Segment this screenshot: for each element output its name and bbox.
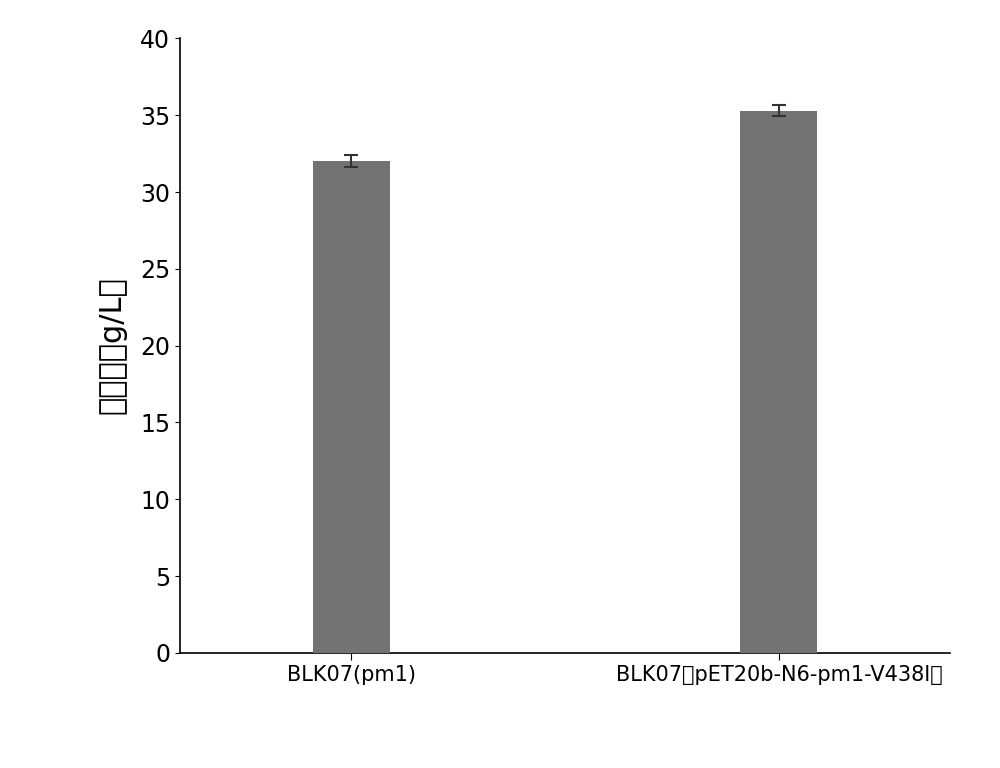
Bar — [740, 111, 817, 653]
Y-axis label: 丙酮酸（g/L）: 丙酮酸（g/L） — [97, 276, 126, 415]
Bar — [313, 161, 390, 653]
